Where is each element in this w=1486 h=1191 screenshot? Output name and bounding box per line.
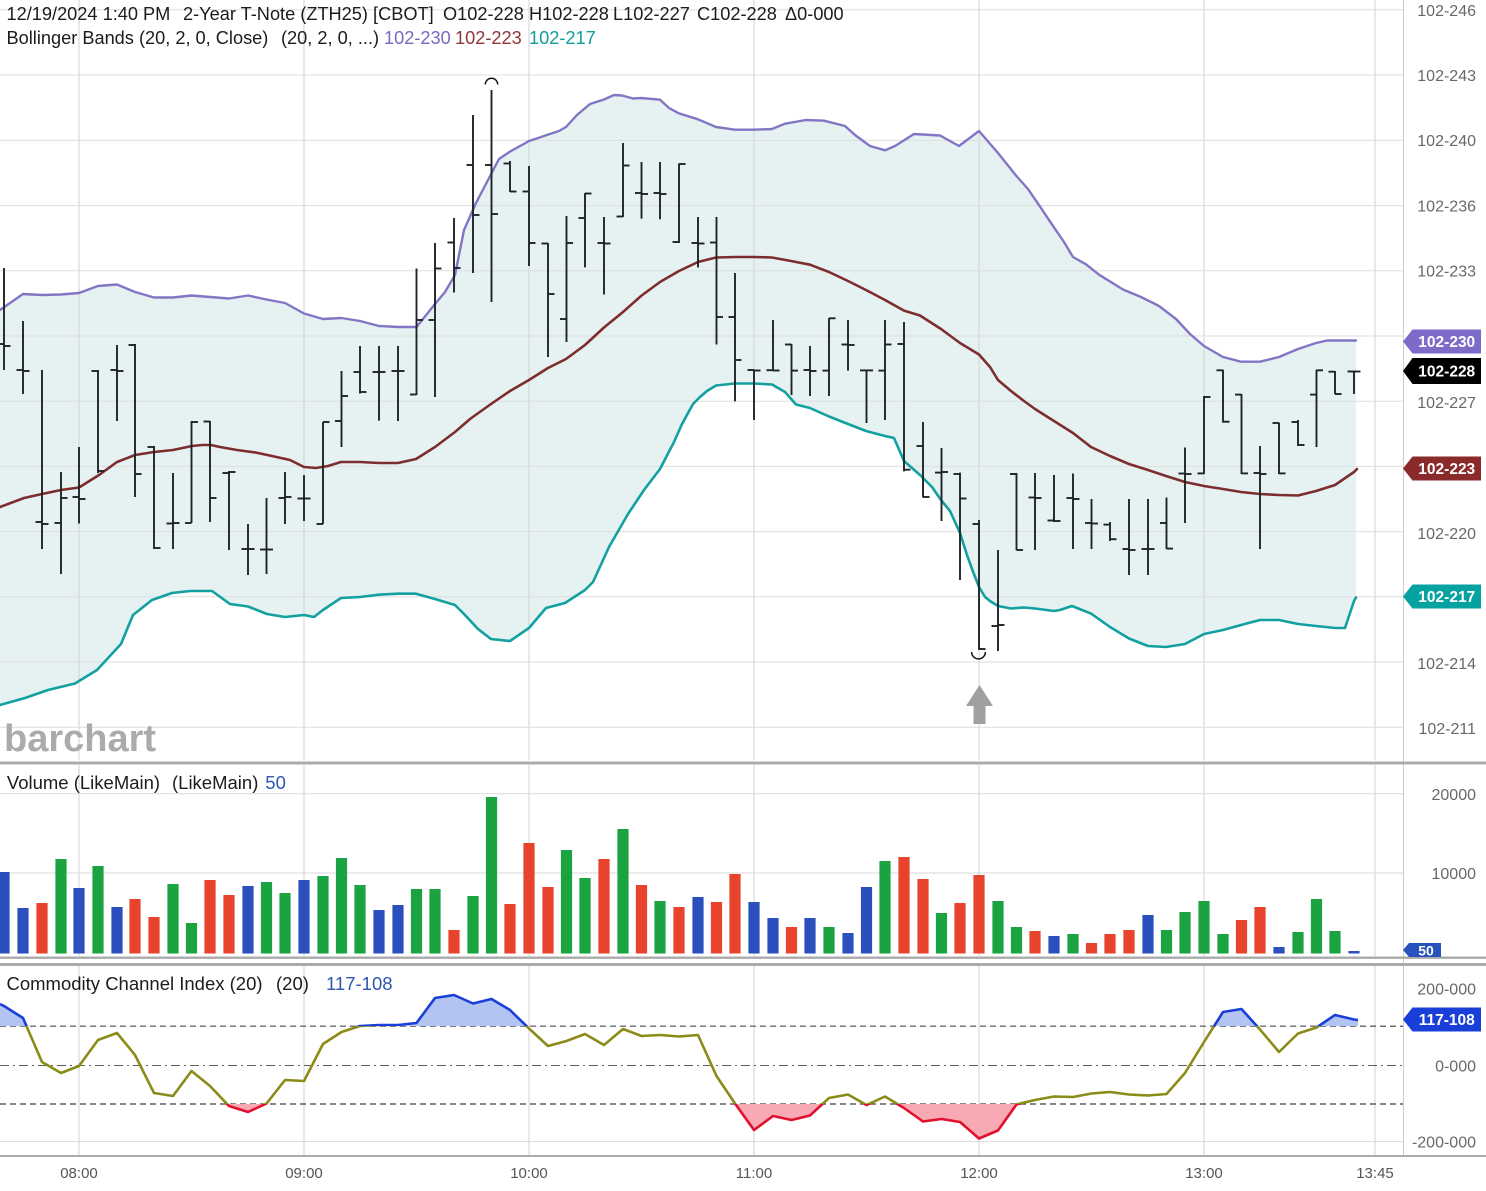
- svg-text:(LikeMain): (LikeMain): [172, 772, 258, 793]
- svg-text:102-214: 102-214: [1417, 656, 1476, 673]
- svg-text:102-223: 102-223: [1418, 461, 1475, 478]
- svg-text:102-233: 102-233: [1417, 264, 1476, 281]
- svg-text:102-223: 102-223: [455, 28, 522, 48]
- svg-text:Bollinger Bands (20, 2, 0, Clo: Bollinger Bands (20, 2, 0, Close): [7, 28, 269, 48]
- svg-text:11:00: 11:00: [736, 1165, 772, 1182]
- svg-text:102-227: 102-227: [1417, 395, 1476, 412]
- svg-text:50: 50: [265, 772, 286, 793]
- svg-text:102-211: 102-211: [1418, 721, 1476, 738]
- svg-text:102-240: 102-240: [1417, 133, 1476, 150]
- svg-text:2-Year T-Note (ZTH25) [CBOT]: 2-Year T-Note (ZTH25) [CBOT]: [183, 4, 434, 24]
- svg-text:102-220: 102-220: [1417, 526, 1476, 543]
- svg-text:O102-228: O102-228: [443, 4, 524, 24]
- svg-text:H102-228: H102-228: [529, 4, 609, 24]
- svg-text:-200-000: -200-000: [1412, 1134, 1476, 1151]
- svg-text:Δ0-000: Δ0-000: [785, 4, 844, 24]
- svg-text:Volume (LikeMain): Volume (LikeMain): [7, 772, 160, 793]
- svg-text:200-000: 200-000: [1417, 981, 1476, 998]
- svg-text:102-246: 102-246: [1417, 3, 1476, 20]
- svg-text:C102-228: C102-228: [697, 4, 777, 24]
- svg-text:09:00: 09:00: [285, 1165, 323, 1182]
- svg-text:10:00: 10:00: [510, 1165, 548, 1182]
- svg-text:13:00: 13:00: [1185, 1165, 1223, 1182]
- svg-text:(20): (20): [276, 973, 309, 994]
- svg-text:08:00: 08:00: [60, 1165, 98, 1182]
- svg-text:12:00: 12:00: [960, 1165, 998, 1182]
- svg-text:102-217: 102-217: [529, 28, 596, 48]
- svg-text:12/19/2024 1:40 PM: 12/19/2024 1:40 PM: [7, 4, 171, 24]
- svg-text:50: 50: [1418, 943, 1434, 959]
- svg-text:102-236: 102-236: [1417, 198, 1476, 215]
- svg-text:102-243: 102-243: [1417, 68, 1476, 85]
- svg-text:102-228: 102-228: [1418, 364, 1475, 381]
- svg-text:117-108: 117-108: [1419, 1012, 1475, 1029]
- svg-text:102-230: 102-230: [384, 28, 451, 48]
- svg-text:13:45: 13:45: [1356, 1165, 1394, 1182]
- svg-text:0-000: 0-000: [1435, 1058, 1476, 1075]
- svg-text:(20, 2, 0, ...): (20, 2, 0, ...): [281, 28, 379, 48]
- svg-text:117-108: 117-108: [326, 973, 393, 994]
- svg-text:102-230: 102-230: [1418, 334, 1475, 351]
- svg-text:102-217: 102-217: [1418, 589, 1475, 606]
- svg-text:barchart: barchart: [4, 718, 156, 760]
- svg-text:10000: 10000: [1432, 866, 1477, 883]
- svg-text:20000: 20000: [1432, 787, 1477, 804]
- svg-text:Commodity Channel Index (20): Commodity Channel Index (20): [7, 973, 263, 994]
- svg-text:L102-227: L102-227: [613, 4, 690, 24]
